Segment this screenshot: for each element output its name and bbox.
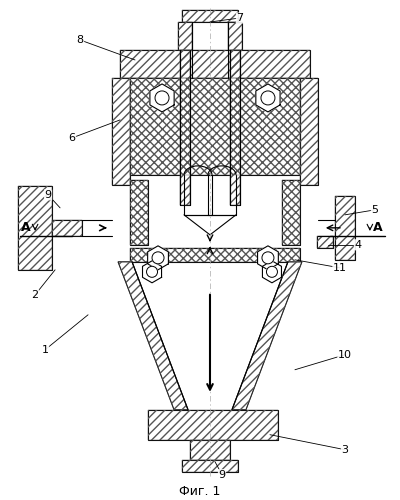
Polygon shape	[232, 262, 302, 410]
Polygon shape	[130, 248, 300, 262]
Text: 1: 1	[42, 345, 49, 355]
Polygon shape	[118, 262, 188, 410]
Text: 6: 6	[68, 133, 76, 143]
Polygon shape	[182, 460, 238, 471]
Circle shape	[155, 91, 169, 105]
Polygon shape	[180, 50, 190, 205]
Polygon shape	[258, 246, 278, 270]
Polygon shape	[230, 50, 240, 205]
Text: 10: 10	[338, 350, 352, 360]
Text: Фиг. 1: Фиг. 1	[179, 485, 221, 498]
Circle shape	[262, 252, 274, 264]
Circle shape	[261, 91, 275, 105]
Polygon shape	[262, 261, 282, 283]
Polygon shape	[228, 22, 242, 50]
Text: 9: 9	[44, 190, 52, 200]
Polygon shape	[148, 246, 168, 270]
Polygon shape	[148, 410, 278, 440]
Text: 4: 4	[354, 240, 362, 250]
Polygon shape	[130, 180, 148, 245]
Circle shape	[152, 252, 164, 264]
Polygon shape	[52, 220, 82, 236]
Text: A: A	[373, 222, 383, 234]
Polygon shape	[130, 78, 300, 175]
Polygon shape	[112, 78, 130, 185]
Polygon shape	[335, 196, 355, 260]
Text: 9: 9	[218, 470, 226, 480]
Circle shape	[266, 266, 278, 278]
Text: 5: 5	[371, 205, 378, 215]
Polygon shape	[18, 186, 52, 270]
Polygon shape	[190, 440, 230, 460]
Polygon shape	[120, 50, 310, 78]
Text: 3: 3	[342, 444, 348, 454]
Text: 11: 11	[333, 263, 347, 273]
Polygon shape	[142, 261, 162, 283]
Polygon shape	[178, 22, 192, 50]
Circle shape	[146, 266, 158, 278]
Polygon shape	[300, 78, 318, 185]
Text: 2: 2	[32, 290, 39, 300]
Text: 7: 7	[236, 13, 244, 23]
Text: 8: 8	[76, 35, 84, 45]
Polygon shape	[256, 84, 280, 112]
Polygon shape	[317, 236, 333, 248]
Polygon shape	[182, 10, 238, 22]
Polygon shape	[150, 84, 174, 112]
Polygon shape	[282, 180, 300, 245]
Text: A: A	[21, 222, 31, 234]
